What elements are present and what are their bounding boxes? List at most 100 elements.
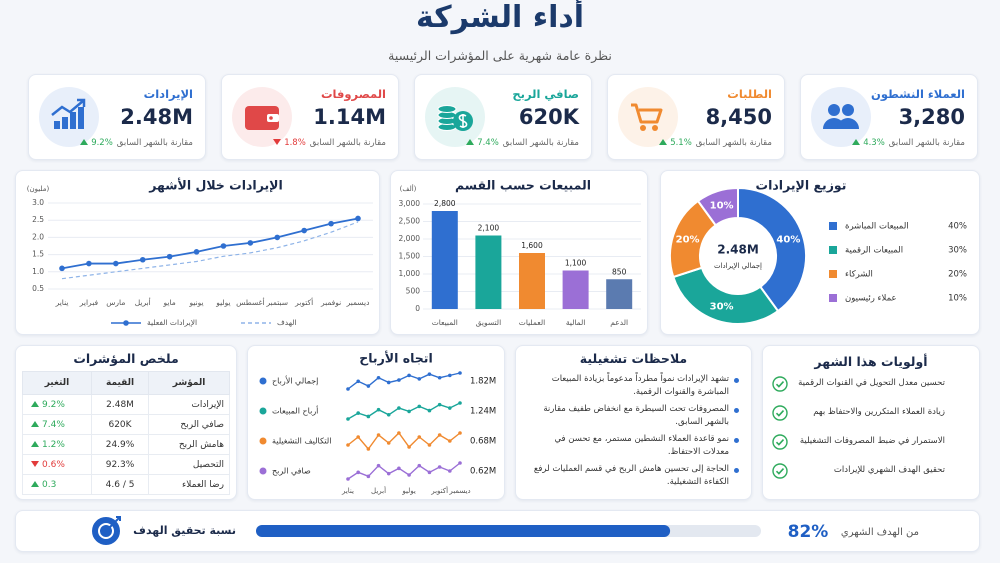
bar [519, 253, 545, 309]
series-name: صافي الربح [272, 467, 311, 476]
goal-value: 82% [788, 522, 829, 542]
trend-icon [31, 440, 39, 447]
legend-swatch [829, 246, 837, 254]
latest-value: 1.82M [470, 377, 496, 387]
note-text: الحاجة إلى تحسين هامش الربح في قسم العمل… [533, 464, 729, 487]
page-subtitle: نظرة عامة شهرية على المؤشرات الرئيسية [388, 48, 612, 63]
kpi-icon-svg [631, 103, 663, 131]
kpi-icon-svg [437, 105, 473, 131]
kpi-icon [618, 87, 678, 147]
icon-shape [458, 114, 468, 128]
chart-svg: توزيع الإيرادات 40% المبيعات المباشرة 40% 30… [669, 178, 967, 325]
data-point [346, 477, 350, 481]
data-point [458, 401, 462, 405]
kpi-change: 5.1% [670, 138, 692, 148]
bullet [734, 378, 739, 383]
data-point [407, 445, 411, 449]
data-point [59, 265, 65, 272]
kpi-change: 7.4% [477, 138, 499, 148]
legend-swatch-dot [123, 320, 129, 326]
trend-icon [31, 400, 39, 407]
data-point [376, 375, 381, 380]
trend-icon [31, 460, 39, 467]
legend-dot [259, 407, 267, 415]
kpi-change-row: مقارنة بالشهر السابق1.8% [270, 138, 386, 148]
x-tick-label: يوليو [215, 298, 230, 307]
metric-value: 620K [90, 414, 150, 435]
bar [475, 235, 502, 309]
note-text: المصروفات تحت السيطرة مع انخفاض طفيف مقا… [543, 404, 729, 427]
metric-value: 92.3% [90, 454, 150, 475]
metric-change: 0.6% [42, 459, 65, 470]
series-name: التكاليف التشغيلية [272, 437, 331, 446]
data-point [366, 447, 371, 451]
metric-value: 24.9% [90, 434, 150, 455]
x-tick-label: الدعم [610, 318, 628, 327]
data-point [328, 220, 334, 227]
chart-svg: المبيعات حسب القسم (ألف) 0 500 1,000 1,500 2,0… [399, 178, 641, 327]
y-tick-label: 2,500 [399, 217, 421, 226]
table-row: الإيرادات 2.48M 9.2% [22, 394, 230, 415]
data-point [301, 227, 307, 234]
x-tick-label: أغسطس [236, 297, 264, 307]
data-point [386, 412, 391, 417]
latest-value: 1.24M [470, 407, 496, 417]
data-point [247, 240, 254, 246]
icon-shape [54, 121, 60, 129]
metric-change-cell: 1.2% [22, 434, 92, 455]
y-tick-label: 1.0 [32, 267, 44, 276]
data-point [458, 431, 462, 435]
metric-name: رضا العملاء [148, 474, 230, 495]
x-tick-label: أكتوبر [294, 297, 313, 307]
data-point [346, 387, 350, 391]
center-value: 2.48M [717, 243, 759, 257]
check-circle [772, 405, 788, 421]
data-point [366, 414, 371, 419]
x-tick-label: ديسمبر [346, 298, 370, 307]
data-point [397, 466, 401, 471]
icon-shape [437, 105, 457, 113]
legend-dot [259, 377, 267, 385]
kpi-value: 1.14M [313, 105, 386, 129]
x-tick-label: فبراير [79, 298, 99, 307]
value-label: 2,100 [478, 224, 500, 233]
kpi-title: الطلبات [727, 87, 772, 101]
kpi-icon [232, 87, 292, 147]
check-mark [775, 439, 785, 446]
donut-slice [696, 186, 739, 227]
metric-change-cell: 7.4% [22, 414, 92, 435]
data-point [427, 470, 432, 475]
kpi-title: المصروفات [320, 87, 386, 101]
data-point [448, 469, 452, 473]
data-point [427, 408, 432, 413]
legend-label: المبيعات المباشرة [845, 222, 909, 232]
metric-value: 4.6 / 5 [90, 474, 150, 495]
kpi-change: 9.2% [91, 138, 113, 148]
value-label: 1,100 [565, 259, 587, 268]
summary-card: ملخص المؤشرات المؤشر القيمة التغير الإيرادات… [15, 345, 237, 500]
x-tick-label: يونيو [188, 298, 203, 307]
data-point [448, 439, 452, 443]
check-mark [775, 410, 785, 417]
x-tick-label: نوفمبر [320, 298, 341, 307]
bar [562, 270, 589, 309]
sparkline [347, 372, 461, 390]
kpi-icon [425, 87, 485, 147]
kpi-change-note: مقارنة بالشهر السابق [309, 138, 386, 148]
data-point [386, 441, 391, 445]
x-tick-label: المبيعات [432, 318, 458, 327]
unit-label: (مليون) [27, 185, 50, 193]
slice-label: 20% [676, 235, 700, 246]
chart-svg: اتجاه الأرباح إجمالي الأرباح 1.82M أرباح ال… [259, 351, 496, 495]
data-point [427, 443, 432, 447]
legend-swatch [829, 270, 837, 278]
y-tick-label: 2.0 [32, 232, 44, 241]
metric-change-cell: 0.3 [22, 474, 92, 495]
data-point [366, 474, 371, 479]
trend-icon [31, 420, 39, 427]
y-tick-label: 1,500 [399, 252, 421, 261]
x-tick-label: يناير [341, 487, 354, 495]
trend-icon [659, 139, 668, 145]
y-tick-label: 0.5 [32, 284, 44, 293]
trend-icon [466, 139, 475, 145]
